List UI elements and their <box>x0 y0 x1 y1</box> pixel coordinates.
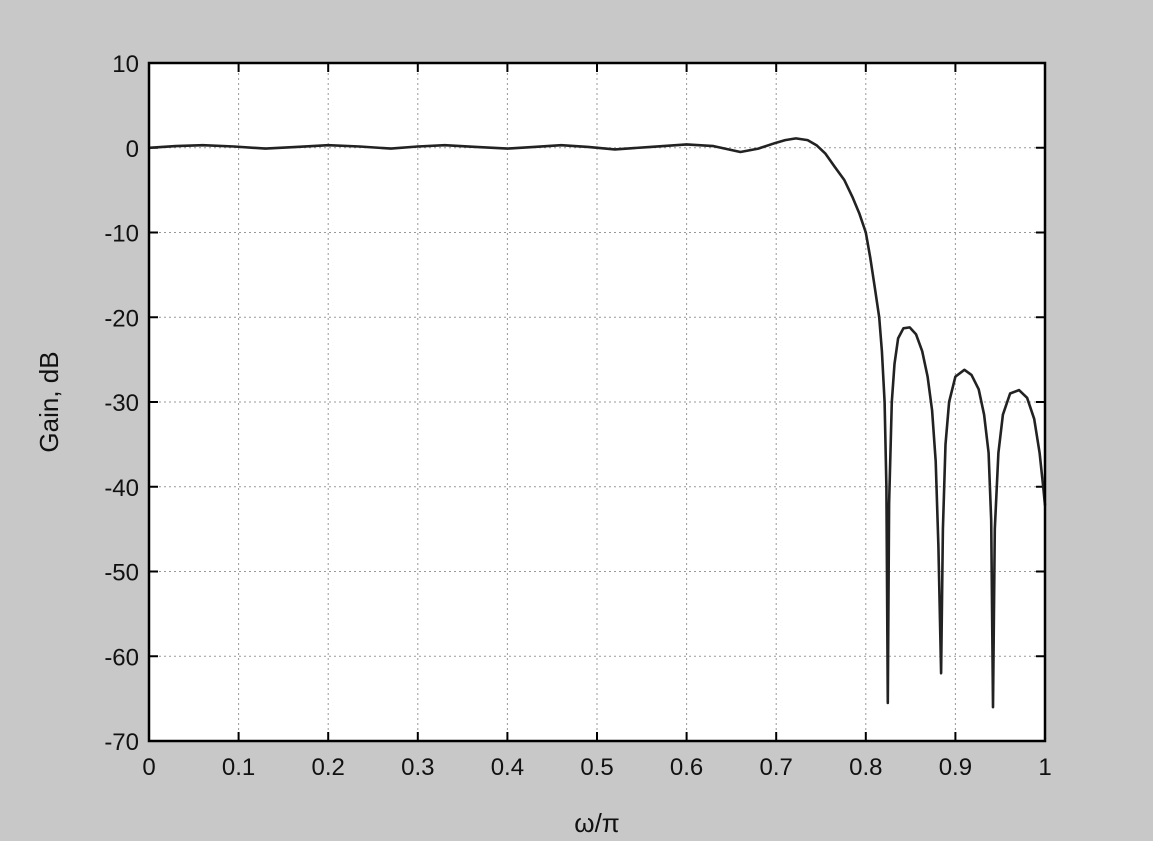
y-tick-label: -50 <box>104 560 139 587</box>
x-tick-label: 0.7 <box>760 754 793 781</box>
x-tick-label: 0.1 <box>222 754 255 781</box>
x-tick-label: 0.5 <box>580 754 613 781</box>
y-tick-label: -30 <box>104 390 139 417</box>
x-tick-label: 0.9 <box>939 754 972 781</box>
x-tick-label: 1 <box>1038 754 1051 781</box>
y-tick-label: -60 <box>104 644 139 671</box>
gain-curve <box>148 137 1047 709</box>
x-tick-label: 0.4 <box>491 754 524 781</box>
y-tick-label: -10 <box>104 221 139 248</box>
y-tick-label: -70 <box>104 729 139 756</box>
x-tick-label: 0.8 <box>849 754 882 781</box>
y-axis-label: Gain, dB <box>34 351 64 452</box>
x-axis-label: ω/π <box>574 808 619 838</box>
x-tick-label: 0 <box>142 754 155 781</box>
x-tick-label: 0.2 <box>312 754 345 781</box>
y-tick-label: 10 <box>112 51 139 78</box>
y-tick-label: -20 <box>104 305 139 332</box>
x-tick-label: 0.6 <box>670 754 703 781</box>
y-tick-label: -40 <box>104 475 139 502</box>
plot-frame <box>147 61 1047 743</box>
y-tick-label: 0 <box>126 136 139 163</box>
x-tick-label: 0.3 <box>401 754 434 781</box>
